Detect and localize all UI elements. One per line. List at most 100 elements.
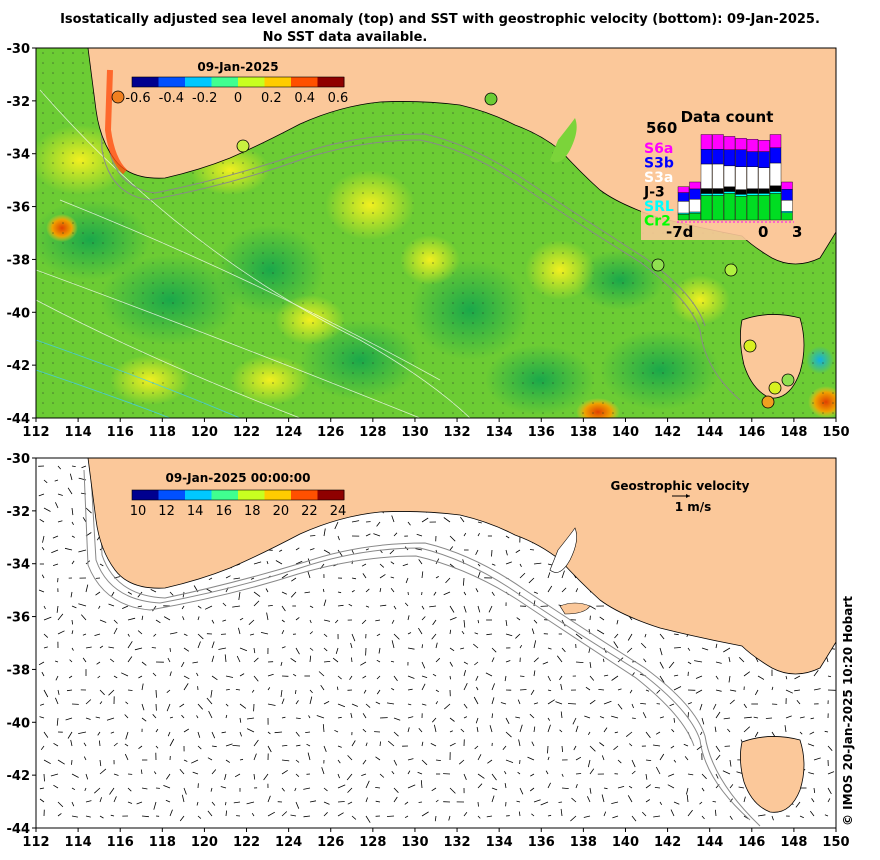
velocity-vector [540, 801, 549, 806]
velocity-vector [559, 675, 563, 681]
velocity-vector [429, 605, 437, 608]
data-count-bar-segment [712, 134, 724, 150]
velocity-vector [505, 633, 513, 637]
velocity-vector [407, 727, 410, 733]
velocity-vector [795, 801, 801, 808]
velocity-vector [810, 717, 815, 720]
velocity-vector [599, 716, 605, 719]
colorbar-swatch [317, 490, 345, 500]
velocity-vector [97, 675, 101, 679]
velocity-vector [39, 518, 45, 523]
velocity-vector [169, 591, 174, 596]
velocity-vector [477, 801, 479, 807]
velocity-vector [673, 801, 680, 805]
data-count-bar-segment [758, 195, 770, 221]
velocity-vector [113, 796, 117, 803]
data-count-bar-segment [723, 193, 736, 221]
velocity-vector [183, 675, 190, 680]
velocity-vector [587, 796, 591, 803]
data-count-legend-item: J-3 [643, 185, 665, 201]
velocity-vector [65, 717, 73, 721]
velocity-vector [183, 759, 188, 762]
velocity-vector [599, 616, 605, 621]
velocity-vector [55, 502, 59, 509]
velocity-vector [152, 605, 157, 612]
velocity-vector [69, 473, 73, 481]
velocity-vector [239, 673, 245, 677]
colorbar-swatch [238, 77, 265, 87]
velocity-vector [531, 813, 535, 817]
velocity-vector [43, 605, 46, 610]
velocity-vector [365, 703, 371, 708]
data-count-bar-segment [723, 165, 736, 187]
velocity-vector [334, 729, 339, 733]
velocity-vector [477, 605, 481, 613]
velocity-vector [449, 787, 456, 794]
velocity-vector [460, 516, 465, 523]
velocity-vector [196, 672, 199, 677]
velocity-vector [504, 783, 507, 789]
velocity-vector [407, 632, 412, 635]
velocity-vector [57, 801, 64, 808]
velocity-vector [351, 549, 354, 554]
velocity-vector [505, 549, 508, 556]
velocity-vector [239, 703, 247, 709]
velocity-vector [431, 717, 437, 723]
velocity-vector [687, 809, 693, 817]
velocity-vector [379, 773, 385, 778]
velocity-vector [99, 619, 107, 623]
velocity-vector [765, 717, 773, 719]
velocity-vector [211, 731, 216, 739]
data-count-bar-segment [712, 188, 724, 194]
velocity-vector [291, 577, 297, 582]
velocity-vector [715, 675, 719, 680]
velocity-vector [785, 689, 793, 694]
velocity-vector [449, 605, 455, 613]
lon-tick-label: 142 [654, 835, 681, 850]
velocity-vector [530, 773, 535, 777]
data-count-bar-segment [769, 191, 782, 194]
velocity-vector [351, 815, 357, 820]
velocity-vector [809, 810, 815, 817]
velocity-vector [575, 756, 582, 761]
lon-tick-label: 146 [738, 835, 765, 850]
velocity-vector [617, 703, 623, 710]
velocity-legend-title: Geostrophic velocity [611, 479, 750, 493]
velocity-vector [407, 615, 410, 621]
velocity-vector [121, 672, 129, 677]
velocity-vector [701, 717, 705, 725]
velocity-vector [323, 647, 328, 652]
velocity-vector [491, 683, 495, 691]
velocity-vector [281, 591, 287, 595]
velocity-vector [43, 479, 48, 484]
velocity-vector [361, 563, 367, 567]
velocity-vector [279, 549, 283, 552]
velocity-vector [784, 725, 787, 733]
velocity-vector [124, 743, 129, 747]
velocity-vector [519, 787, 524, 795]
velocity-vector [351, 740, 356, 747]
velocity-vector [463, 703, 468, 709]
lat-tick-label: -40 [7, 716, 31, 731]
velocity-vector [71, 507, 74, 516]
velocity-vector [281, 698, 285, 705]
velocity-vector [113, 675, 118, 679]
velocity-vector [253, 773, 256, 780]
velocity-vector [99, 768, 107, 775]
velocity-vector [695, 689, 703, 694]
velocity-vector [807, 743, 815, 747]
velocity-vector [561, 745, 563, 753]
velocity-vector [432, 673, 437, 677]
colorbar-tick-label: 18 [244, 504, 261, 519]
velocity-vector [137, 605, 143, 608]
velocity-vector [449, 546, 454, 551]
velocity-vector [714, 726, 717, 733]
velocity-vector [448, 815, 451, 821]
lon-tick-label: 136 [528, 835, 555, 850]
velocity-vector [659, 647, 663, 656]
velocity-vector [281, 605, 286, 612]
velocity-vector [57, 613, 64, 621]
velocity-vector [644, 633, 647, 638]
colorbar-tick-label: 12 [158, 504, 175, 519]
velocity-vector [603, 700, 612, 705]
